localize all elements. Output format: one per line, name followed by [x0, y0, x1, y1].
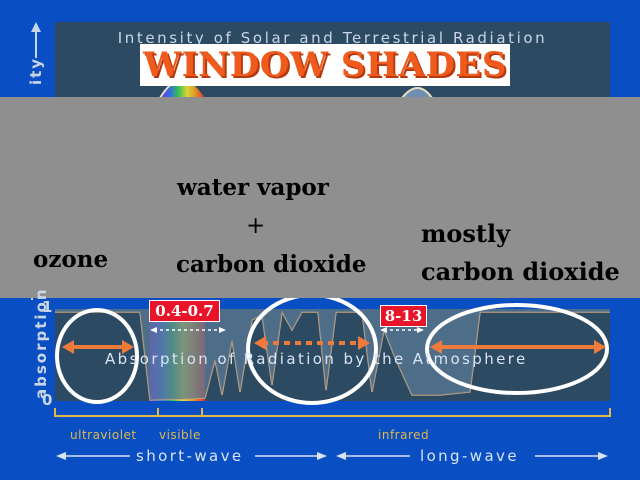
short-wave-label: short-wave [136, 447, 244, 465]
tick-zero: 0 [42, 391, 53, 409]
infrared-window-tag: 8-13 [380, 305, 427, 327]
mostly-carbon-dioxide-label: carbon dioxide [421, 257, 620, 286]
ozone-ellipse [55, 308, 139, 404]
carbon-dioxide-label: carbon dioxide [176, 251, 367, 278]
terrestrial-curve-outline [401, 87, 433, 99]
long-wave-arrow [336, 452, 608, 460]
tick-one: 1 [42, 298, 53, 316]
absorber-overlay [0, 97, 640, 298]
absorption-fill [55, 309, 610, 400]
mostly-label: mostly [421, 219, 511, 248]
ozone-label: ozone [33, 246, 109, 273]
intensity-axis-arrowhead [31, 22, 41, 32]
visible-label: visible [159, 428, 201, 442]
intensity-axis-label: ity [27, 56, 45, 85]
infrared-window-marker [380, 327, 424, 333]
band-brackets [54, 408, 611, 417]
short-wave-arrow [56, 452, 327, 460]
water-vapor-arrow [254, 336, 370, 350]
long-wave-label: long-wave [420, 447, 519, 465]
visible-window-marker [150, 327, 226, 333]
ultraviolet-label: ultraviolet [70, 428, 137, 442]
carbon-dioxide-ellipse [425, 303, 609, 395]
window-shades-banner: WINDOW SHADES [143, 45, 507, 85]
plus-sign: + [246, 213, 266, 239]
visible-window-tag: 0.4-0.7 [149, 300, 220, 322]
absorption-title: Absorption of Radiation by the Atmospher… [105, 350, 528, 368]
carbon-dioxide-arrow [430, 340, 606, 354]
water-vapor-label: water vapor [177, 174, 329, 201]
ozone-arrow [62, 340, 134, 354]
spectrum-title: Intensity of Solar and Terrestrial Radia… [117, 29, 548, 47]
banner-background [140, 44, 510, 86]
infrared-label: infrared [378, 428, 430, 442]
